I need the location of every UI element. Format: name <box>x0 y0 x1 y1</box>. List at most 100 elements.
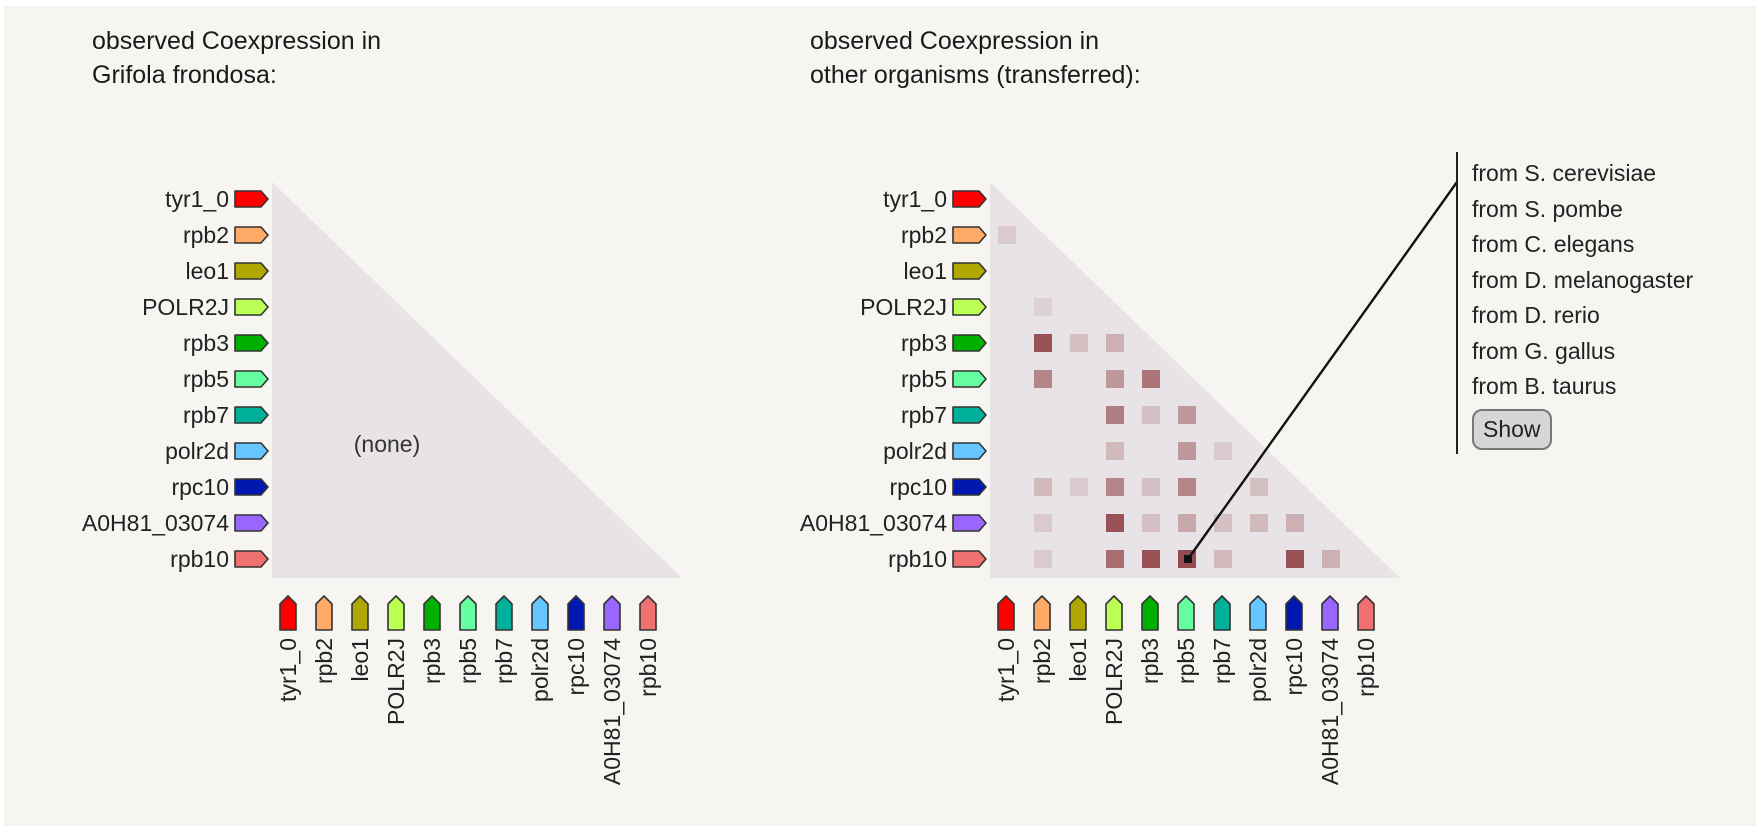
heatmap-cell-a0h81-03074-polr2j[interactable] <box>1106 514 1124 532</box>
legend-item-s-pombe[interactable]: from S. pombe <box>1472 195 1623 222</box>
right-row-gene-arrow-rpb7[interactable] <box>952 406 987 424</box>
right-col-gene-arrow-rpb2[interactable] <box>1033 595 1051 631</box>
heatmap-cell-rpb7-rpb5[interactable] <box>1178 406 1196 424</box>
right-col-label-rpb3: rpb3 <box>1137 638 1163 684</box>
legend-item-s-cerevisiae[interactable]: from S. cerevisiae <box>1472 160 1657 186</box>
left-col-gene-arrow-polr2j[interactable] <box>387 595 405 631</box>
left-row-gene-arrow-leo1[interactable] <box>234 262 269 280</box>
left-col-gene-arrow-rpc10[interactable] <box>567 595 585 631</box>
right-col-gene-arrow-leo1[interactable] <box>1069 595 1087 631</box>
left-col-label-rpb10: rpb10 <box>635 638 661 697</box>
left-col-gene-arrow-rpb3[interactable] <box>423 595 441 631</box>
heatmap-cell-rpb10-polr2j[interactable] <box>1106 550 1124 568</box>
left-row-gene-arrow-rpb5[interactable] <box>234 370 269 388</box>
left-row-gene-arrow-polr2d[interactable] <box>234 442 269 460</box>
heatmap-cell-a0h81-03074-rpb5[interactable] <box>1178 514 1196 532</box>
organism-list: from S. cerevisiae from S. pombe from C.… <box>1472 156 1693 405</box>
left-panel-title: observed Coexpression in Grifola frondos… <box>92 24 381 92</box>
right-col-gene-arrow-rpb5[interactable] <box>1177 595 1195 631</box>
heatmap-cell-rpb3-rpb2[interactable] <box>1034 334 1052 352</box>
show-button[interactable]: Show <box>1472 409 1552 450</box>
legend-bracket <box>1456 152 1458 454</box>
right-row-gene-arrow-rpb3[interactable] <box>952 334 987 352</box>
left-title-line2: Grifola frondosa: <box>92 61 277 89</box>
left-col-label-polr2j: POLR2J <box>383 638 409 725</box>
left-col-gene-arrow-polr2d[interactable] <box>531 595 549 631</box>
heatmap-cell-polr2j-rpb2[interactable] <box>1034 298 1052 316</box>
heatmap-cell-polr2d-rpb7[interactable] <box>1214 442 1232 460</box>
right-row-gene-arrow-a0h81-03074[interactable] <box>952 514 987 532</box>
heatmap-cell-a0h81-03074-rpb2[interactable] <box>1034 514 1052 532</box>
heatmap-cell-rpc10-rpb5[interactable] <box>1178 478 1196 496</box>
right-row-gene-arrow-rpb10[interactable] <box>952 550 987 568</box>
left-row-gene-arrow-rpc10[interactable] <box>234 478 269 496</box>
right-row-gene-arrow-tyr1-0[interactable] <box>952 190 987 208</box>
left-row-label-polr2j: POLR2J <box>142 294 229 320</box>
right-col-gene-arrow-a0h81-03074[interactable] <box>1321 595 1339 631</box>
left-col-gene-arrow-a0h81-03074[interactable] <box>603 595 621 631</box>
heatmap-cell-rpb5-rpb2[interactable] <box>1034 370 1052 388</box>
right-row-gene-arrow-rpb2[interactable] <box>952 226 987 244</box>
left-col-gene-arrow-rpb5[interactable] <box>459 595 477 631</box>
right-col-gene-arrow-polr2d[interactable] <box>1249 595 1267 631</box>
legend-item-d-rerio[interactable]: from D. rerio <box>1472 302 1600 328</box>
heatmap-cell-rpb5-rpb3[interactable] <box>1142 370 1160 388</box>
legend-item-b-taurus[interactable]: from B. taurus <box>1472 373 1617 399</box>
heatmap-cell-rpc10-polr2d[interactable] <box>1250 478 1268 496</box>
heatmap-cell-a0h81-03074-rpb3[interactable] <box>1142 514 1160 532</box>
right-col-label-rpb2: rpb2 <box>1029 638 1055 684</box>
heatmap-cell-rpb5-polr2j[interactable] <box>1106 370 1124 388</box>
right-col-gene-arrow-rpb3[interactable] <box>1141 595 1159 631</box>
heatmap-cell-rpb10-rpc10[interactable] <box>1286 550 1304 568</box>
right-col-gene-arrow-rpb7[interactable] <box>1213 595 1231 631</box>
right-col-gene-arrow-polr2j[interactable] <box>1105 595 1123 631</box>
right-row-gene-arrow-rpc10[interactable] <box>952 478 987 496</box>
heatmap-cell-rpc10-polr2j[interactable] <box>1106 478 1124 496</box>
left-row-gene-arrow-rpb10[interactable] <box>234 550 269 568</box>
heatmap-cell-a0h81-03074-polr2d[interactable] <box>1250 514 1268 532</box>
left-col-gene-arrow-rpb2[interactable] <box>315 595 333 631</box>
left-row-gene-arrow-rpb3[interactable] <box>234 334 269 352</box>
heatmap-cell-a0h81-03074-rpc10[interactable] <box>1286 514 1304 532</box>
right-col-label-tyr1-0: tyr1_0 <box>993 638 1019 702</box>
heatmap-cell-rpc10-leo1[interactable] <box>1070 478 1088 496</box>
left-row-gene-arrow-tyr1-0[interactable] <box>234 190 269 208</box>
heatmap-cell-rpb3-leo1[interactable] <box>1070 334 1088 352</box>
legend-item-c-elegans[interactable]: from C. elegans <box>1472 231 1635 257</box>
heatmap-cell-rpb10-rpb3[interactable] <box>1142 550 1160 568</box>
heatmap-cell-rpb10-rpb2[interactable] <box>1034 550 1052 568</box>
heatmap-cell-rpb3-polr2j[interactable] <box>1106 334 1124 352</box>
right-col-label-leo1: leo1 <box>1065 638 1091 681</box>
left-row-gene-arrow-polr2j[interactable] <box>234 298 269 316</box>
legend-item-g-gallus[interactable]: from G. gallus <box>1472 337 1616 364</box>
right-row-gene-arrow-polr2d[interactable] <box>952 442 987 460</box>
left-row-gene-arrow-rpb2[interactable] <box>234 226 269 244</box>
heatmap-cell-rpb2-tyr1-0[interactable] <box>998 226 1016 244</box>
left-col-gene-arrow-rpb7[interactable] <box>495 595 513 631</box>
right-col-gene-arrow-rpc10[interactable] <box>1285 595 1303 631</box>
heatmap-cell-rpc10-rpb2[interactable] <box>1034 478 1052 496</box>
heatmap-cell-rpb7-polr2j[interactable] <box>1106 406 1124 424</box>
right-col-gene-arrow-tyr1-0[interactable] <box>997 595 1015 631</box>
heatmap-cell-rpc10-rpb3[interactable] <box>1142 478 1160 496</box>
heatmap-cell-polr2d-polr2j[interactable] <box>1106 442 1124 460</box>
left-row-label-rpb7: rpb7 <box>183 402 229 428</box>
left-row-gene-arrow-rpb7[interactable] <box>234 406 269 424</box>
heatmap-cell-polr2d-rpb5[interactable] <box>1178 442 1196 460</box>
heatmap-cell-rpb10-rpb7[interactable] <box>1214 550 1232 568</box>
left-col-gene-arrow-leo1[interactable] <box>351 595 369 631</box>
left-title-line1: observed Coexpression in <box>92 27 382 55</box>
right-row-gene-arrow-rpb5[interactable] <box>952 370 987 388</box>
left-col-gene-arrow-rpb10[interactable] <box>639 595 657 631</box>
heatmap-cell-a0h81-03074-rpb7[interactable] <box>1214 514 1232 532</box>
heatmap-cell-rpb7-rpb3[interactable] <box>1142 406 1160 424</box>
right-row-gene-arrow-polr2j[interactable] <box>952 298 987 316</box>
left-row-gene-arrow-a0h81-03074[interactable] <box>234 514 269 532</box>
selection-connector-line <box>1187 181 1458 560</box>
right-row-gene-arrow-leo1[interactable] <box>952 262 987 280</box>
heatmap-cell-rpb10-a0h81-03074[interactable] <box>1322 550 1340 568</box>
legend-item-d-melanogaster[interactable]: from D. melanogaster <box>1472 266 1694 293</box>
right-col-gene-arrow-rpb10[interactable] <box>1357 595 1375 631</box>
left-col-label-leo1: leo1 <box>347 638 373 681</box>
left-col-gene-arrow-tyr1-0[interactable] <box>279 595 297 631</box>
